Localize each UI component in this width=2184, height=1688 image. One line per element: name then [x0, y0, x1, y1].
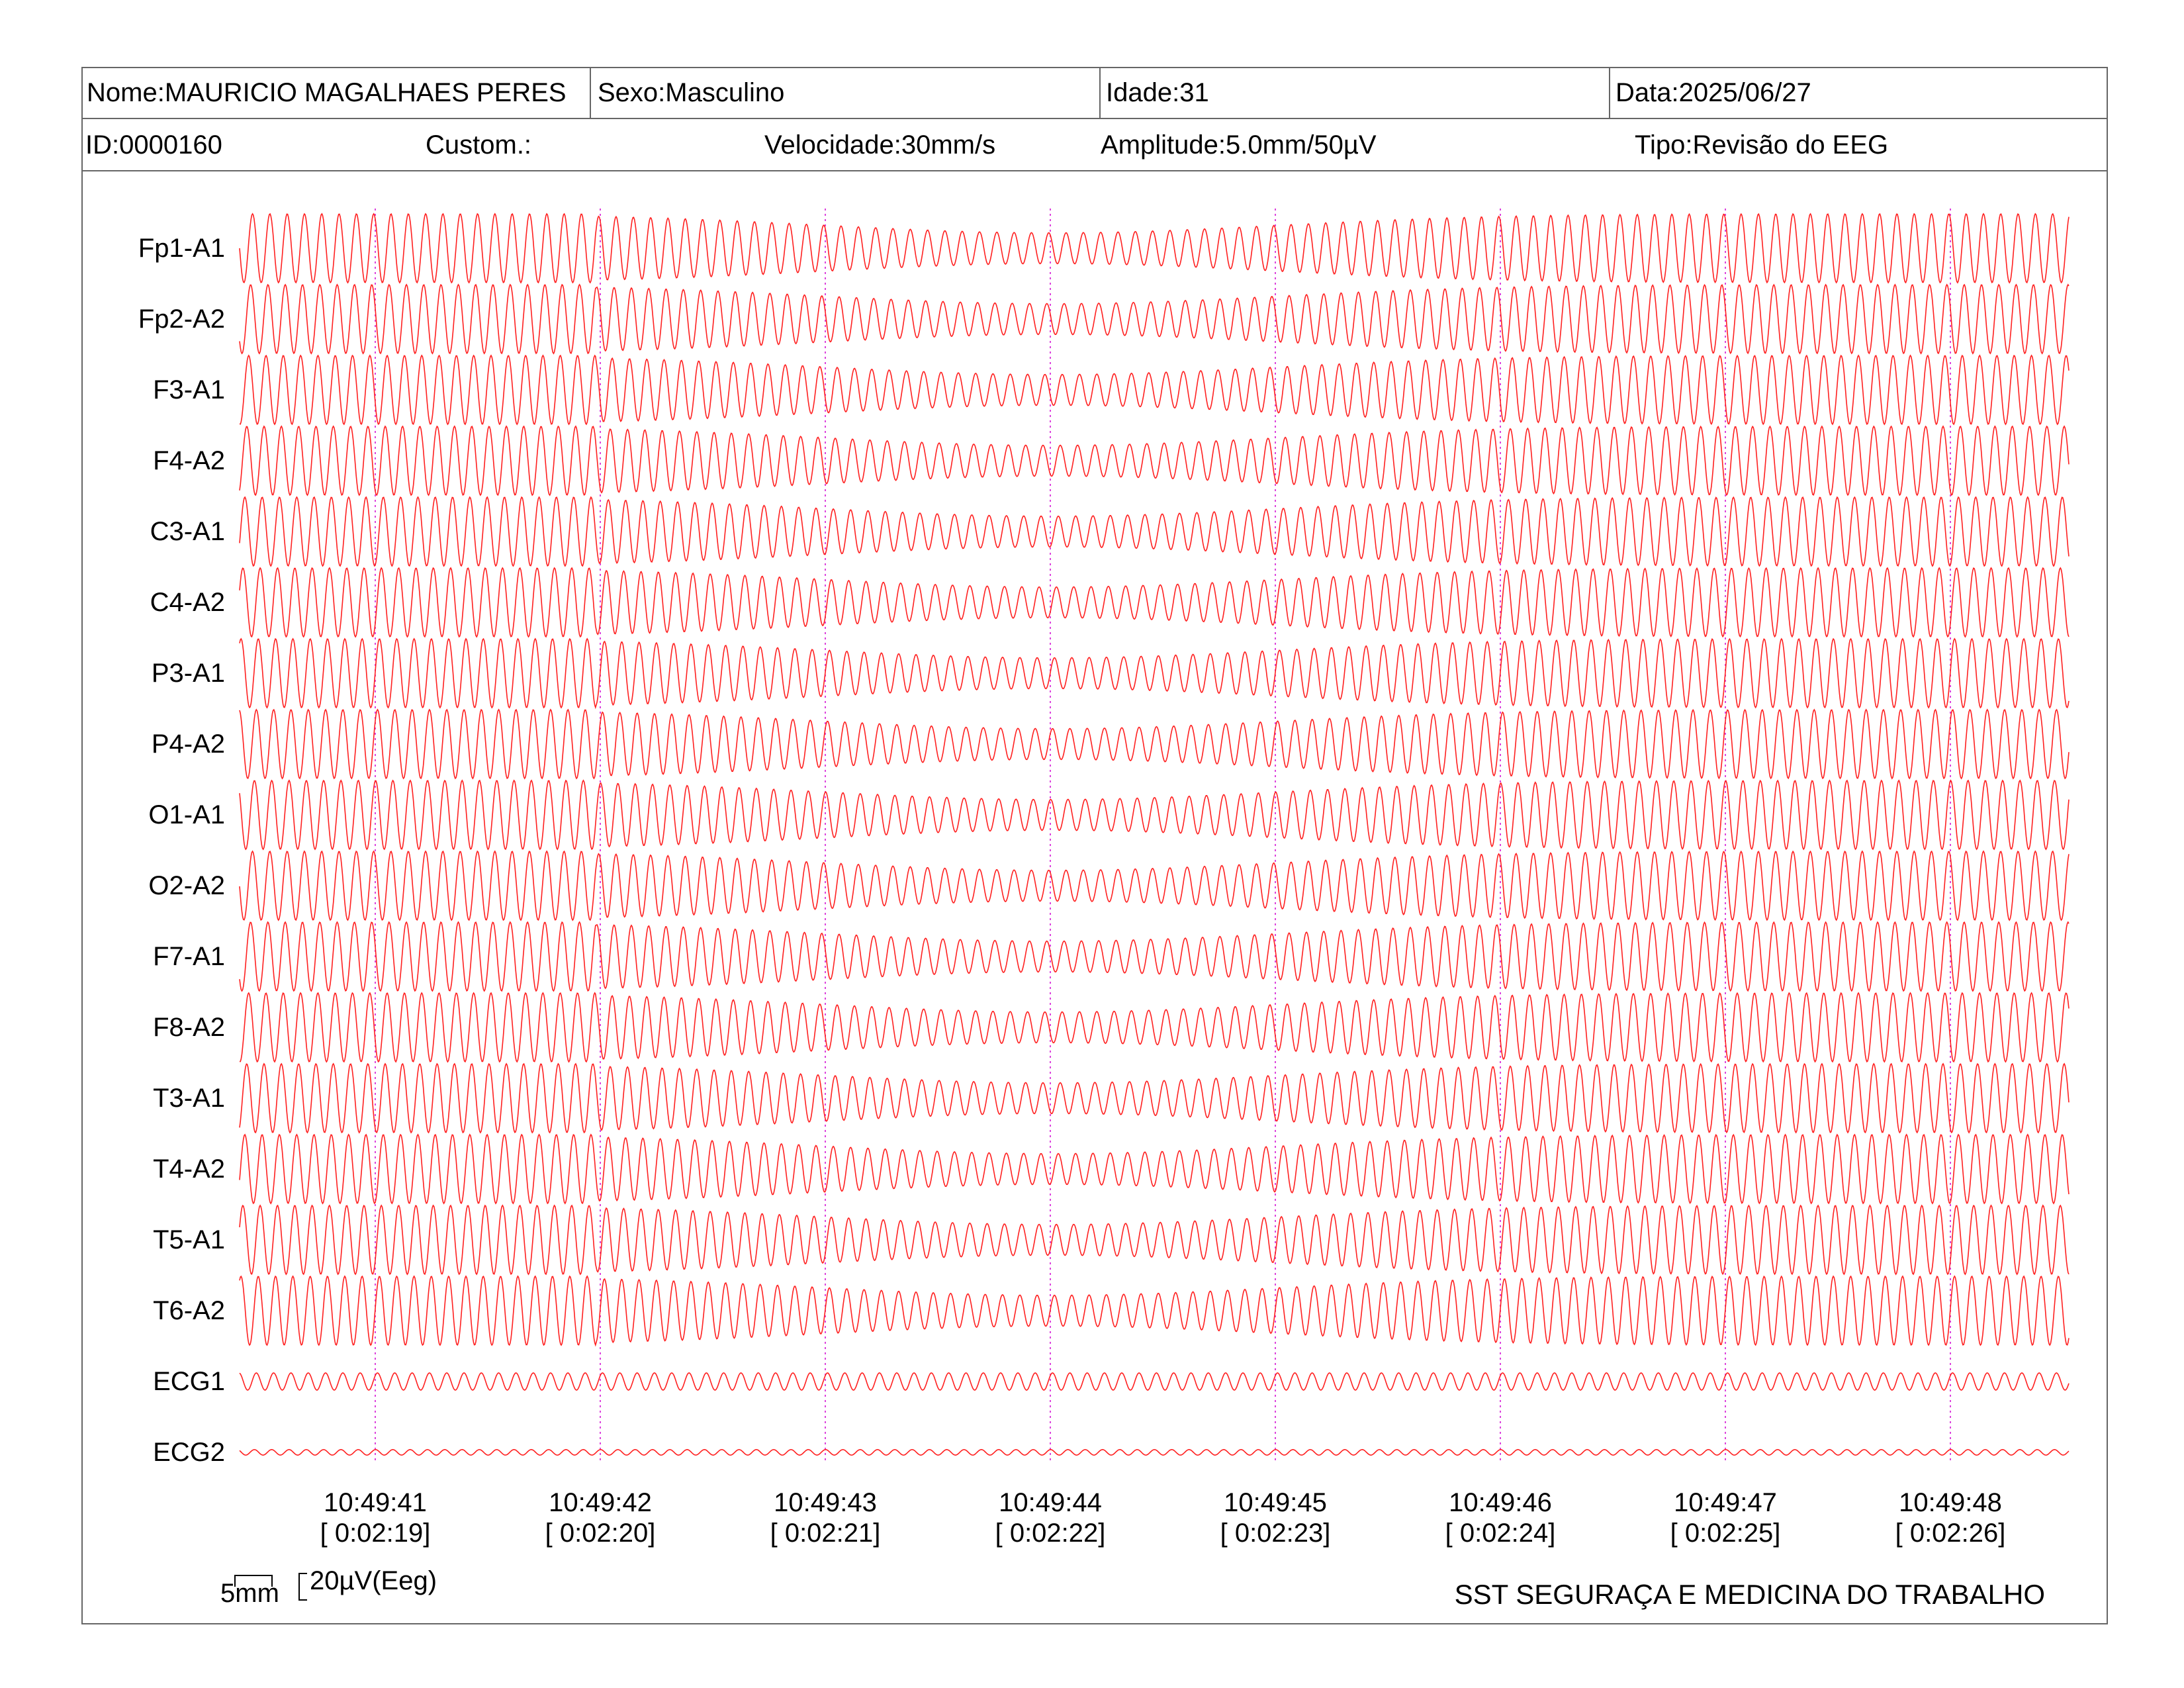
channel-trace — [239, 779, 2070, 851]
time-tick-clock: 10:49:44 — [999, 1488, 1102, 1517]
exam-type: Tipo:Revisão do EEG — [1635, 130, 1889, 160]
channel-trace — [239, 1372, 2070, 1391]
time-tick-elapsed: [ 0:02:21] — [770, 1519, 881, 1548]
time-tick-label: 10:49:42[ 0:02:20] — [514, 1487, 686, 1548]
channel-trace — [239, 921, 2070, 992]
time-tick-elapsed: [ 0:02:25] — [1670, 1519, 1781, 1548]
channel-label: Fp1-A1 — [138, 234, 225, 263]
channel-trace — [239, 283, 2070, 355]
time-tick-clock: 10:49:45 — [1224, 1488, 1327, 1517]
exam-amplitude: Amplitude:5.0mm/50µV — [1101, 130, 1377, 160]
time-tick-clock: 10:49:46 — [1449, 1488, 1552, 1517]
report-frame — [81, 67, 2108, 1624]
channel-label: T5-A1 — [153, 1225, 225, 1254]
header-row-patient: Nome:MAURICIO MAGALHAES PERES Sexo:Mascu… — [81, 67, 2108, 119]
channel-trace — [239, 850, 2070, 921]
time-tick-elapsed: [ 0:02:19] — [320, 1519, 431, 1548]
channel-label: P4-A2 — [151, 729, 225, 759]
channel-trace — [239, 354, 2070, 426]
channel-trace — [239, 1275, 2070, 1347]
channel-trace — [239, 992, 2070, 1063]
channel-trace — [239, 567, 2070, 638]
channel-trace — [239, 1448, 2070, 1456]
time-tick-elapsed: [ 0:02:22] — [995, 1519, 1106, 1548]
channel-label: F4-A2 — [153, 446, 225, 475]
time-tick-elapsed: [ 0:02:20] — [545, 1519, 656, 1548]
channel-trace — [239, 425, 2070, 496]
time-tick-clock: 10:49:41 — [324, 1488, 427, 1517]
channel-label: F8-A2 — [153, 1013, 225, 1042]
channel-label: F3-A1 — [153, 375, 225, 404]
time-tick-label: 10:49:44[ 0:02:22] — [964, 1487, 1136, 1548]
exam-speed: Velocidade:30mm/s — [764, 130, 996, 160]
channel-label: ECG2 — [153, 1438, 225, 1467]
time-tick-label: 10:49:45[ 0:02:23] — [1189, 1487, 1361, 1548]
patient-age: Idade:31 — [1101, 67, 1610, 118]
channel-label: T3-A1 — [153, 1084, 225, 1113]
channel-label: T6-A2 — [153, 1296, 225, 1325]
exam-date: Data:2025/06/27 — [1615, 78, 1811, 107]
exam-id: ID:0000160 — [85, 130, 222, 160]
time-tick-clock: 10:49:47 — [1674, 1488, 1777, 1517]
time-tick-clock: 10:49:43 — [774, 1488, 877, 1517]
time-tick-label: 10:49:46[ 0:02:24] — [1414, 1487, 1586, 1548]
patient-sex: Sexo:Masculino — [591, 67, 1101, 118]
time-tick-clock: 10:49:48 — [1899, 1488, 2002, 1517]
channel-trace — [239, 1062, 2070, 1134]
scale-voltage-label: 20µV(Eeg) — [310, 1566, 437, 1595]
channel-trace — [239, 212, 2070, 284]
time-tick-label: 10:49:48[ 0:02:26] — [1864, 1487, 2036, 1548]
time-tick-label: 10:49:43[ 0:02:21] — [739, 1487, 911, 1548]
channel-trace — [239, 496, 2070, 567]
channel-label: F7-A1 — [153, 942, 225, 971]
channel-label: P3-A1 — [151, 659, 225, 688]
channel-trace — [239, 1204, 2070, 1276]
channel-label: ECG1 — [153, 1367, 225, 1396]
time-tick-elapsed: [ 0:02:26] — [1895, 1519, 2006, 1548]
exam-custom: Custom.: — [426, 130, 532, 160]
channel-label: C4-A2 — [150, 588, 225, 617]
channel-label: C3-A1 — [150, 517, 225, 546]
time-tick-elapsed: [ 0:02:23] — [1220, 1519, 1331, 1548]
channel-trace — [239, 637, 2070, 710]
company-footer: SST SEGURAÇA E MEDICINA DO TRABALHO — [1454, 1579, 2045, 1610]
time-tick-clock: 10:49:42 — [549, 1488, 652, 1517]
header-row-exam: ID:0000160 Custom.: Velocidade:30mm/s Am… — [81, 119, 2108, 171]
channel-trace — [239, 708, 2070, 780]
channel-label: T4-A2 — [153, 1154, 225, 1184]
time-tick-elapsed: [ 0:02:24] — [1445, 1519, 1556, 1548]
time-tick-label: 10:49:41[ 0:02:19] — [289, 1487, 461, 1548]
channel-label: O1-A1 — [148, 800, 225, 829]
time-tick-label: 10:49:47[ 0:02:25] — [1639, 1487, 1811, 1548]
channel-label: Fp2-A2 — [138, 305, 225, 334]
patient-name: Nome:MAURICIO MAGALHAES PERES — [81, 67, 591, 118]
channel-label: O2-A2 — [148, 871, 225, 900]
scale-length-label: 5mm — [220, 1579, 279, 1608]
channel-trace — [239, 1133, 2070, 1205]
